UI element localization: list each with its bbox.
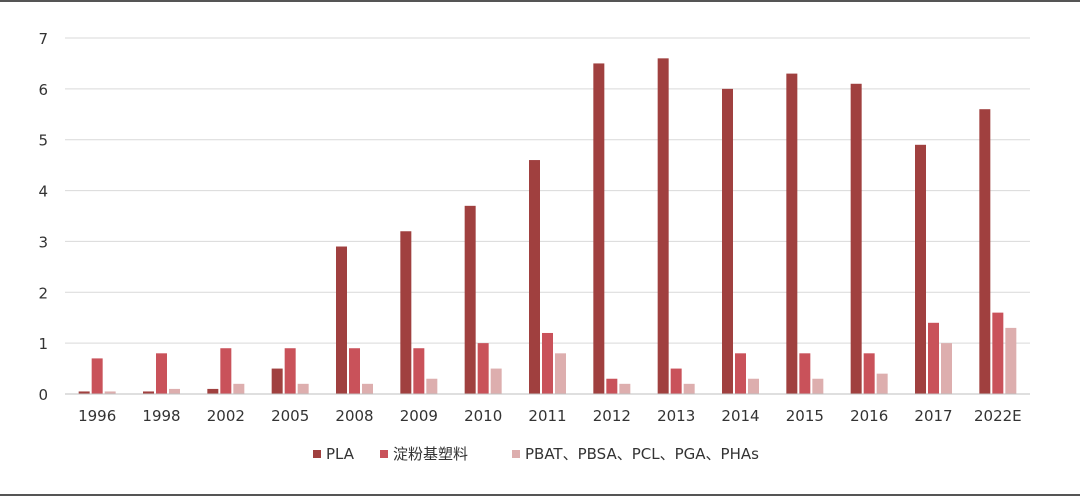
bar bbox=[992, 312, 1004, 394]
x-tick-label: 1996 bbox=[78, 407, 116, 425]
legend: PLA 淀粉基塑料 PBAT、PBSA、PCL、PGA、PHAs bbox=[313, 445, 759, 463]
bar bbox=[490, 368, 502, 394]
top-border bbox=[0, 0, 1080, 2]
x-tick-label: 2016 bbox=[850, 407, 888, 425]
bar bbox=[220, 348, 232, 394]
bar bbox=[362, 383, 373, 394]
bar bbox=[555, 353, 566, 394]
bar bbox=[426, 378, 438, 394]
y-tick-label: 6 bbox=[38, 81, 48, 99]
bar bbox=[657, 58, 669, 394]
bar bbox=[271, 368, 283, 394]
legend-swatch bbox=[313, 450, 321, 458]
x-tick-label: 2008 bbox=[335, 407, 373, 425]
bar bbox=[735, 353, 746, 394]
bar bbox=[169, 388, 180, 394]
bar bbox=[284, 348, 296, 394]
y-tick-label: 0 bbox=[38, 386, 48, 404]
y-tick-label: 2 bbox=[38, 284, 48, 302]
bar bbox=[876, 373, 888, 394]
bar bbox=[748, 378, 759, 394]
y-tick-label: 3 bbox=[38, 233, 48, 251]
x-tick-label: 2013 bbox=[657, 407, 695, 425]
bar bbox=[297, 383, 309, 394]
bar bbox=[606, 378, 618, 394]
bar bbox=[477, 343, 489, 394]
bar bbox=[91, 358, 103, 394]
x-tick-label: 2012 bbox=[593, 407, 631, 425]
bar bbox=[542, 332, 553, 394]
x-tick-label: 2022E bbox=[974, 407, 1022, 425]
legend-label: PBAT、PBSA、PCL、PGA、PHAs bbox=[525, 445, 759, 463]
bar bbox=[863, 353, 875, 394]
bottom-border bbox=[0, 494, 1080, 496]
bar bbox=[207, 388, 219, 394]
bar bbox=[619, 383, 631, 394]
bar bbox=[104, 391, 116, 394]
bar bbox=[78, 391, 90, 394]
bar bbox=[786, 73, 798, 394]
bar bbox=[349, 348, 360, 394]
bar bbox=[400, 231, 412, 394]
legend-swatch bbox=[512, 450, 520, 458]
y-tick-label: 1 bbox=[38, 335, 48, 353]
bars bbox=[78, 58, 1017, 395]
x-tick-label: 1998 bbox=[142, 407, 180, 425]
bar bbox=[156, 353, 167, 394]
legend-label: PLA bbox=[326, 445, 355, 463]
x-tick-label: 2011 bbox=[528, 407, 566, 425]
bar bbox=[413, 348, 425, 394]
axes: 0 1 2 3 4 5 6 7 1996 1998 2002 2005 2008 2009 2010 2011… bbox=[38, 30, 1030, 425]
x-tick-label: 2009 bbox=[400, 407, 438, 425]
bar bbox=[464, 205, 476, 394]
bar bbox=[336, 246, 347, 394]
x-tick-label: 2010 bbox=[464, 407, 502, 425]
bar bbox=[143, 391, 154, 394]
legend-swatch bbox=[380, 450, 388, 458]
legend-label: 淀粉基塑料 bbox=[393, 445, 468, 463]
bar bbox=[233, 383, 245, 394]
bar bbox=[928, 322, 939, 394]
bar bbox=[799, 353, 811, 394]
x-tick-label: 2017 bbox=[914, 407, 952, 425]
bar bbox=[670, 368, 682, 394]
bar bbox=[812, 378, 824, 394]
x-tick-label: 2015 bbox=[786, 407, 824, 425]
bar bbox=[850, 83, 862, 395]
gridlines bbox=[65, 37, 1030, 344]
x-tick-label: 2002 bbox=[207, 407, 245, 425]
bar bbox=[593, 63, 605, 395]
bar bbox=[979, 109, 991, 394]
bar bbox=[683, 383, 695, 394]
bar bbox=[529, 160, 540, 394]
bar bbox=[941, 343, 952, 394]
y-tick-label: 5 bbox=[38, 132, 48, 150]
bar bbox=[722, 88, 733, 394]
x-tick-label: 2014 bbox=[721, 407, 759, 425]
bar bbox=[1005, 327, 1017, 394]
y-tick-label: 7 bbox=[38, 30, 48, 48]
y-tick-label: 4 bbox=[38, 183, 48, 201]
x-tick-label: 2005 bbox=[271, 407, 309, 425]
bar bbox=[915, 144, 926, 394]
